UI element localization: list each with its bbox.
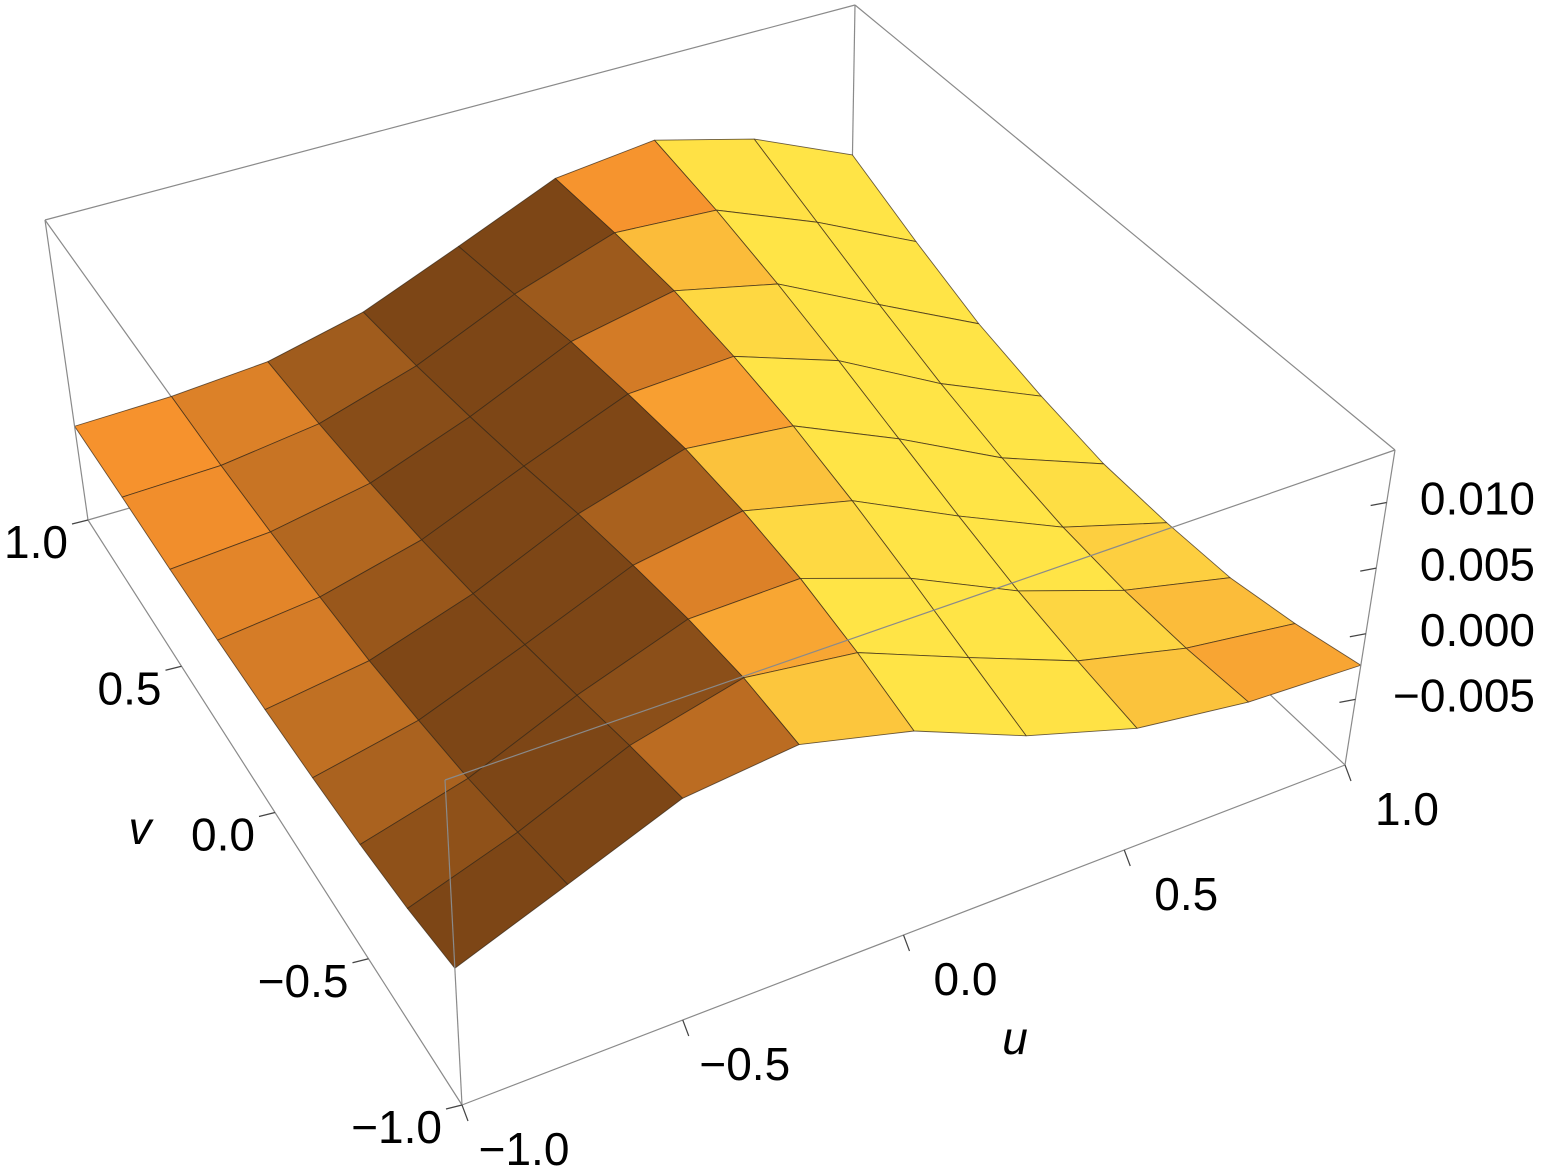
y-axis-label: v xyxy=(129,802,155,854)
y-tick xyxy=(258,811,276,818)
y-tick-label: 0.5 xyxy=(98,662,162,714)
y-tick xyxy=(352,958,369,964)
x-axis-label: u xyxy=(1002,1012,1028,1064)
surface-patch xyxy=(407,831,569,969)
x-tick xyxy=(461,1104,469,1122)
box-edge xyxy=(44,219,89,521)
z-tick xyxy=(1339,698,1356,703)
box-edge xyxy=(444,449,1396,781)
z-tick xyxy=(1360,567,1377,572)
x-tick-label: 0.0 xyxy=(934,953,998,1005)
y-tick-label: −0.5 xyxy=(258,955,349,1007)
x-tick-label: 0.5 xyxy=(1154,868,1218,920)
box-edge xyxy=(44,4,856,221)
y-tick-label: 0.0 xyxy=(191,809,255,861)
y-tick xyxy=(71,519,89,525)
z-tick xyxy=(1349,633,1366,638)
x-tick xyxy=(682,1019,690,1037)
z-tick-label: 0.010 xyxy=(1420,473,1535,525)
y-tick xyxy=(165,665,182,671)
x-tick-label: −0.5 xyxy=(699,1038,790,1090)
z-tick xyxy=(1370,501,1387,507)
box-edge xyxy=(854,4,1396,451)
x-tick-label: −1.0 xyxy=(479,1123,570,1172)
y-tick-label: −1.0 xyxy=(351,1101,442,1153)
y-tick xyxy=(445,1104,463,1110)
x-tick xyxy=(902,934,911,952)
z-tick-label: 0.005 xyxy=(1420,538,1535,590)
x-tick xyxy=(1344,764,1352,782)
box-edge xyxy=(444,779,463,1106)
z-tick-label: 0.000 xyxy=(1420,604,1535,656)
z-tick-label: −0.005 xyxy=(1393,670,1535,722)
x-tick xyxy=(1123,849,1131,867)
box-edge xyxy=(1344,449,1396,766)
y-tick-label: 1.0 xyxy=(4,516,68,568)
x-tick-label: 1.0 xyxy=(1375,783,1439,835)
